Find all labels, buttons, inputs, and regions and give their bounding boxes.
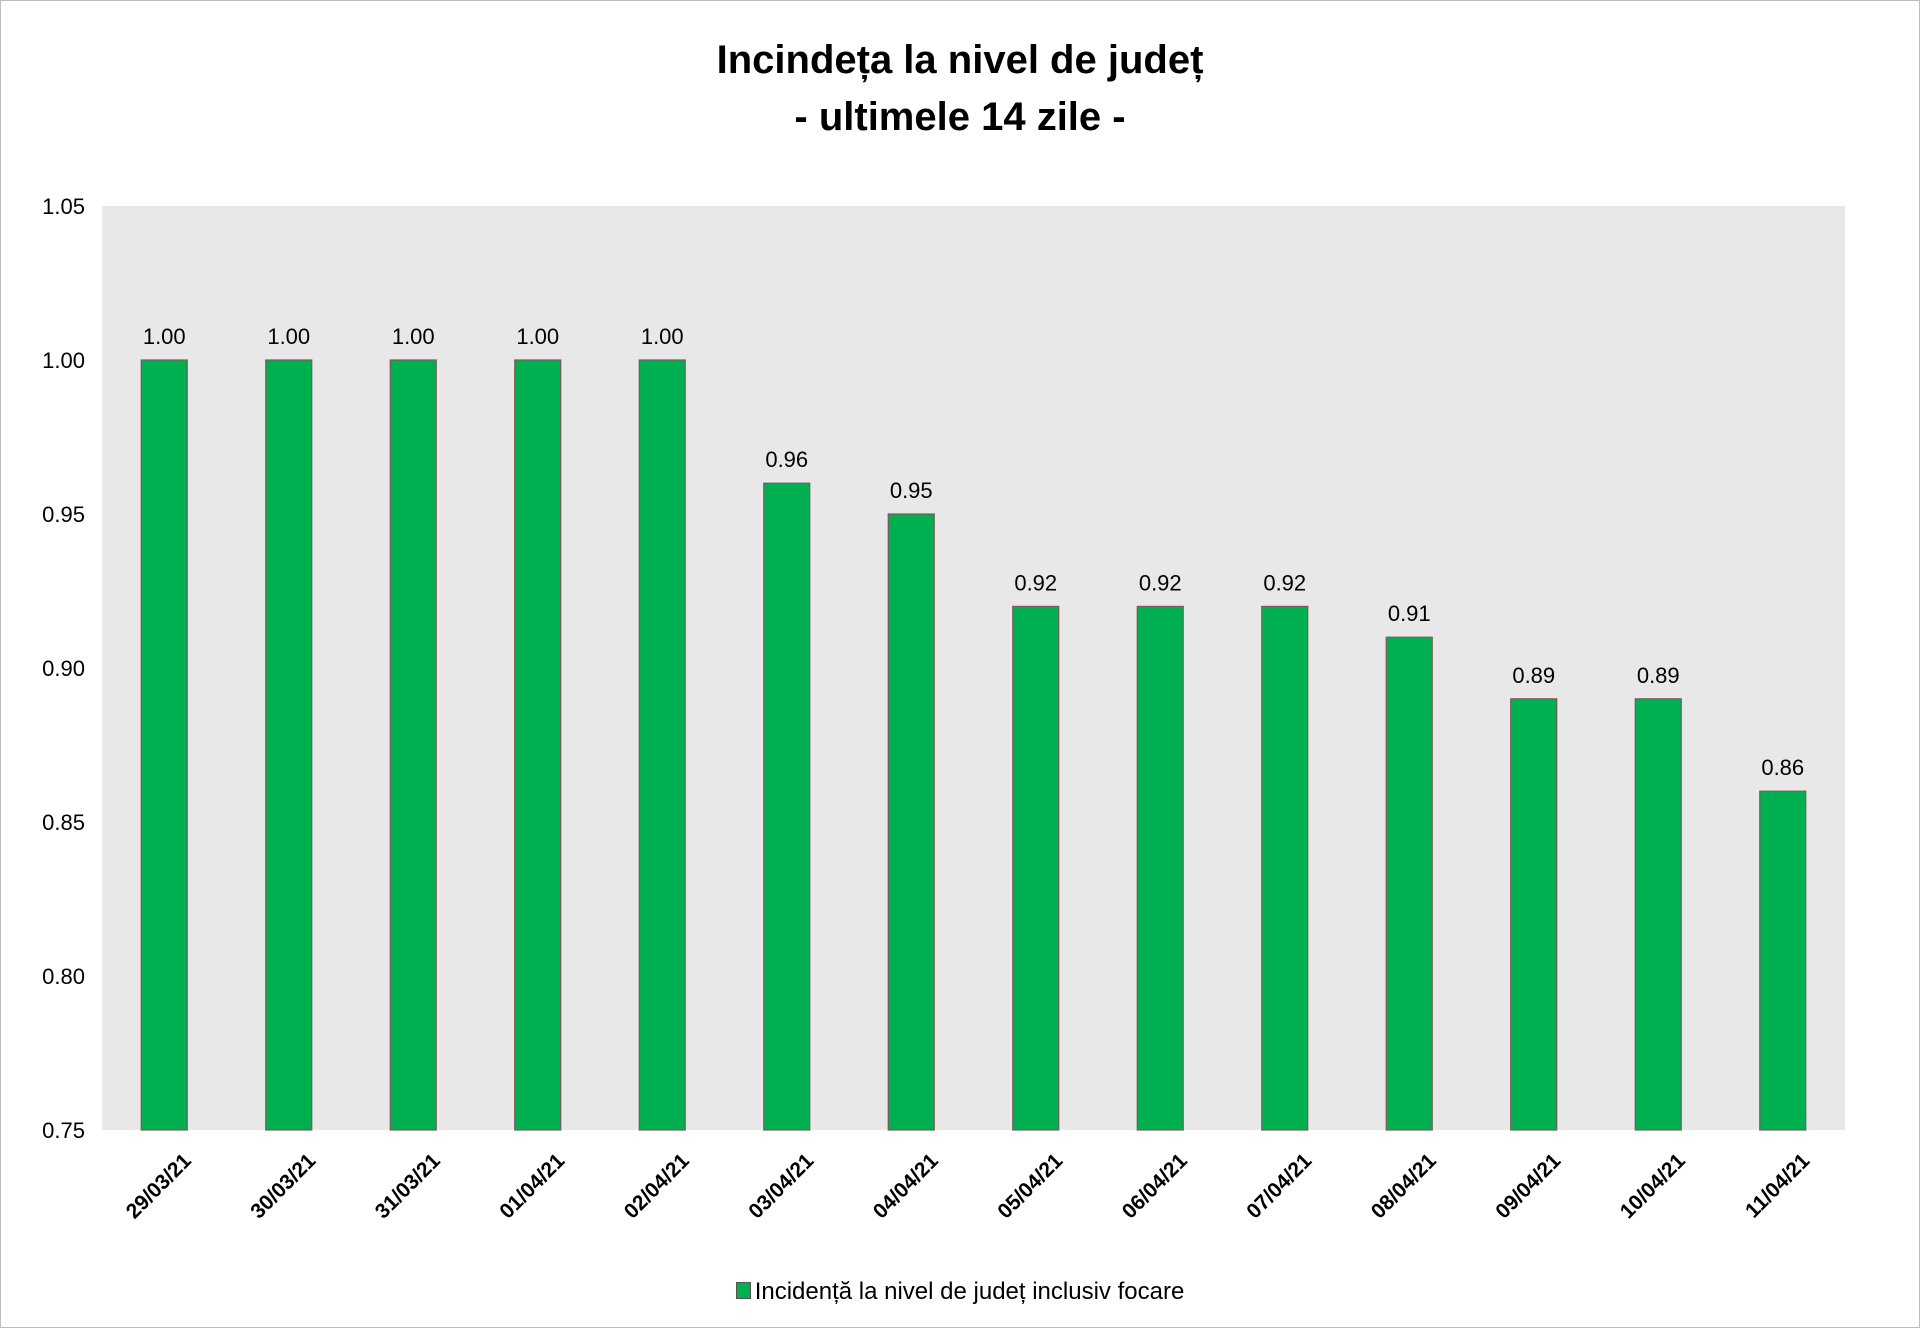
bar (887, 513, 935, 1131)
bar (638, 359, 686, 1131)
chart-title: Incindeța la nivel de județ (716, 38, 1204, 82)
chart-subtitle: - ultimele 14 zile - (794, 95, 1126, 139)
y-tick-label: 0.95 (42, 502, 85, 527)
data-label: 0.92 (1139, 570, 1182, 595)
x-axis: 29/03/21 30/03/21 31/03/21 01/04/21 02/04/21… (122, 1149, 1815, 1223)
x-tick-label: 29/03/21 (122, 1149, 196, 1223)
data-label: 1.00 (392, 324, 435, 349)
bar (763, 482, 811, 1131)
bar (1261, 605, 1309, 1131)
data-label: 0.96 (765, 447, 808, 472)
x-tick-label: 11/04/21 (1741, 1149, 1814, 1222)
data-label: 0.95 (890, 478, 933, 503)
plot-area (102, 206, 1845, 1130)
x-tick-label: 08/04/21 (1367, 1149, 1441, 1223)
bar (1759, 790, 1807, 1131)
x-tick-label: 07/04/21 (1242, 1149, 1316, 1223)
x-tick-label: 02/04/21 (620, 1149, 694, 1223)
bar (140, 359, 188, 1131)
y-axis: 0.75 0.80 0.85 0.90 0.95 1.00 1.05 (42, 194, 85, 1143)
y-tick-label: 0.80 (42, 964, 85, 989)
y-tick-label: 0.75 (42, 1118, 85, 1143)
bar (1385, 636, 1433, 1131)
bar (1136, 605, 1184, 1131)
x-tick-label: 31/03/21 (371, 1149, 445, 1223)
legend-label: Incidență la nivel de județ inclusiv foc… (754, 1278, 1185, 1305)
y-tick-label: 0.90 (42, 656, 85, 681)
bar (1012, 605, 1060, 1131)
x-tick-label: 30/03/21 (246, 1149, 320, 1223)
y-tick-label: 0.85 (42, 810, 85, 835)
data-label: 0.89 (1512, 663, 1555, 688)
x-tick-label: 10/04/21 (1616, 1149, 1690, 1223)
data-label: 1.00 (516, 324, 559, 349)
bar (1510, 698, 1558, 1131)
data-label: 1.00 (267, 324, 310, 349)
bar (1634, 698, 1682, 1131)
data-label: 0.89 (1637, 663, 1680, 688)
x-tick-label: 06/04/21 (1118, 1149, 1192, 1223)
x-tick-label: 05/04/21 (993, 1149, 1067, 1223)
x-tick-label: 03/04/21 (744, 1149, 818, 1223)
data-label: 1.00 (641, 324, 684, 349)
data-label: 0.91 (1388, 601, 1431, 626)
data-label: 0.86 (1761, 755, 1804, 780)
bar (265, 359, 313, 1131)
data-label: 0.92 (1263, 570, 1306, 595)
legend: Incidență la nivel de județ inclusiv foc… (0, 1278, 1920, 1306)
y-tick-label: 1.05 (42, 194, 85, 219)
data-label: 0.92 (1014, 570, 1057, 595)
y-tick-label: 1.00 (42, 348, 85, 373)
bar (514, 359, 562, 1131)
bar (389, 359, 437, 1131)
x-tick-label: 09/04/21 (1491, 1149, 1565, 1223)
data-label: 1.00 (143, 324, 186, 349)
x-tick-label: 01/04/21 (495, 1149, 569, 1223)
bars-group: 1.00 1.00 1.00 1.00 1.00 0.96 0.95 0.92 0.92 0.92… (140, 324, 1807, 1131)
x-tick-label: 04/04/21 (869, 1149, 943, 1223)
legend-swatch (735, 1282, 751, 1300)
